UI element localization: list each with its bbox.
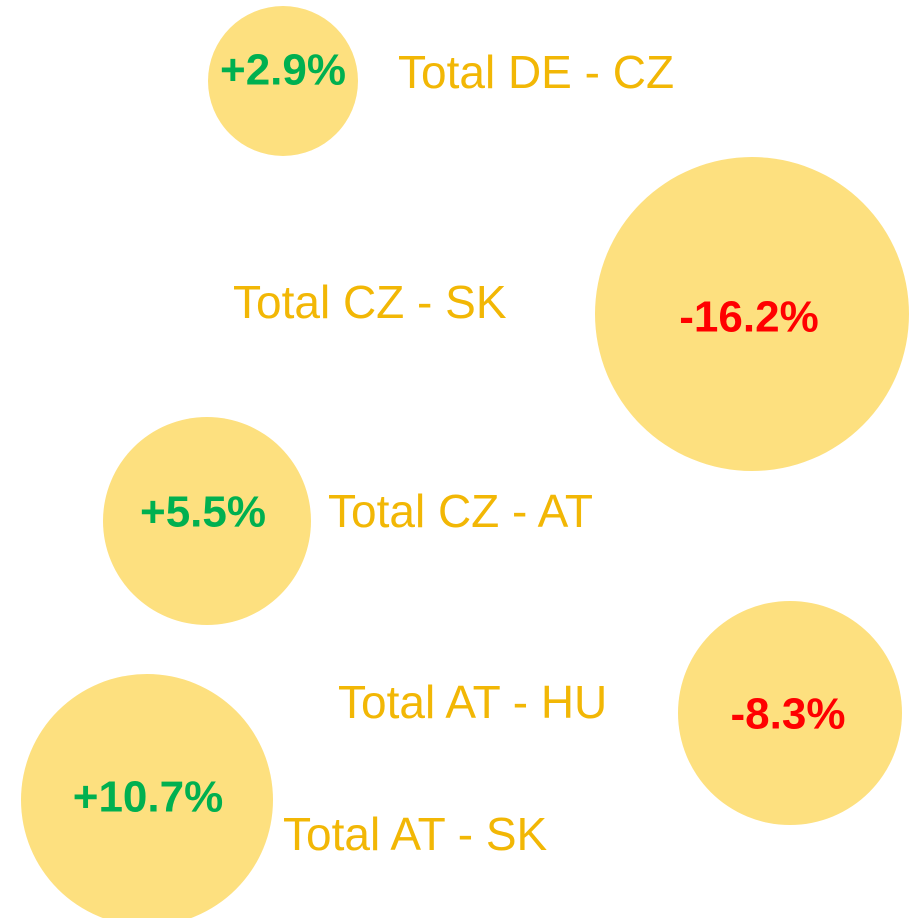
item-label: Total CZ - SK — [233, 276, 507, 328]
bubble — [678, 601, 902, 825]
item: +5.5% Total CZ - AT — [103, 417, 593, 625]
item-label: Total CZ - AT — [328, 485, 593, 537]
bubble — [208, 6, 358, 156]
item: -16.2% Total CZ - SK — [233, 157, 909, 471]
bubble — [595, 157, 909, 471]
change-label: +2.9% — [220, 46, 346, 95]
change-label: +10.7% — [73, 773, 223, 822]
bubble — [21, 674, 273, 918]
item-label: Total AT - HU — [338, 676, 607, 728]
item: +2.9% Total DE - CZ — [208, 6, 674, 156]
item-label: Total AT - SK — [283, 808, 548, 860]
item: +10.7% Total AT - SK — [21, 674, 548, 918]
bubble — [103, 417, 311, 625]
item: -8.3% Total AT - HU — [338, 601, 902, 825]
item-label: Total DE - CZ — [398, 46, 674, 98]
change-label: -16.2% — [679, 293, 818, 342]
change-label: -8.3% — [731, 690, 846, 739]
change-label: +5.5% — [140, 488, 266, 537]
